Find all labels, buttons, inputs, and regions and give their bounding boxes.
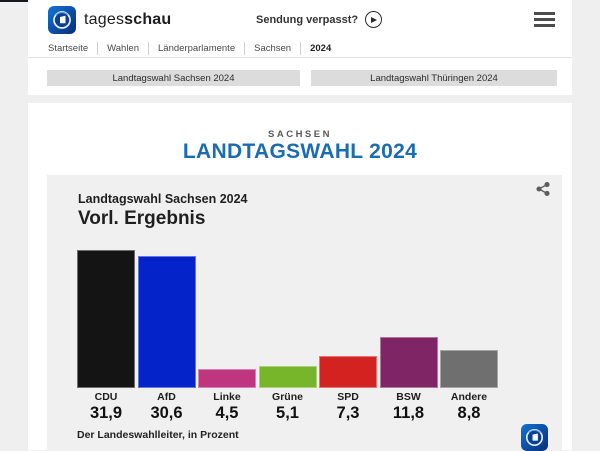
breadcrumb-startseite[interactable]: Startseite (48, 43, 89, 54)
bar-label-linke: Linke (213, 391, 241, 403)
bar-value-afd: 30,6 (150, 404, 183, 422)
bar-linke (198, 368, 256, 388)
bar-column-cdu: CDU 31,9 (77, 250, 135, 423)
bars-row: CDU 31,9 AfD 30,6 Linke 4,5 Grüne 5,1 SPD 7,3 BSW 1… (77, 250, 498, 423)
breadcrumb-2024[interactable]: 2024 (310, 43, 332, 54)
breadcrumb-laenderparlamente[interactable]: Länderparlamente (158, 43, 236, 54)
election-tabs-row: Landtagswahl Sachsen 2024 Landtagswahl T… (28, 58, 572, 95)
menu-hamburger-icon[interactable] (534, 12, 555, 27)
tagesschau-wordmark: tagesschau (84, 11, 172, 28)
chart-source: Der Landeswahlleiter, in Prozent (77, 429, 239, 441)
bar-cdu (77, 250, 135, 388)
breadcrumb-sachsen[interactable]: Sachsen (254, 43, 292, 54)
top-edge-strip (0, 0, 30, 2)
bar-andere (440, 349, 498, 388)
bar-column-linke: Linke 4,5 (198, 250, 256, 423)
bar-label-andere: Andere (450, 391, 488, 403)
bar-afd (137, 255, 196, 388)
bar-column-bsw: BSW 11,8 (379, 250, 438, 423)
share-icon[interactable] (536, 182, 550, 196)
site-header: tagesschau Sendung verpasst? Startseite … (28, 0, 572, 95)
bar-value-linke: 4,5 (215, 404, 239, 422)
bar-value-bsw: 11,8 (392, 404, 425, 422)
breadcrumb-divider (148, 42, 149, 55)
play-icon[interactable] (365, 11, 383, 28)
breadcrumb-divider (300, 42, 302, 55)
bar-value-andere: 8,8 (457, 404, 481, 422)
result-chart-card: Landtagswahl Sachsen 2024 Vorl. Ergebnis… (47, 175, 562, 451)
bar-label-spd: SPD (337, 391, 359, 403)
tab-landtagswahl-thueringen[interactable]: Landtagswahl Thüringen 2024 (311, 70, 557, 86)
chart-subtitle: Landtagswahl Sachsen 2024 (78, 192, 248, 206)
bar-spd (319, 356, 377, 388)
bar-value-cdu: 31,9 (89, 404, 123, 422)
tagesschau-watermark-icon (521, 424, 548, 451)
bar-bsw (379, 337, 438, 388)
bar-label-grüne: Grüne (272, 391, 303, 403)
bar-column-grüne: Grüne 5,1 (258, 250, 317, 423)
page-title: LANDTAGSWAHL 2024 (182, 140, 418, 163)
bar-column-spd: SPD 7,3 (319, 250, 377, 423)
breadcrumb-wahlen[interactable]: Wahlen (107, 43, 139, 54)
bar-label-bsw: BSW (396, 391, 421, 403)
chart-title: Vorl. Ergebnis (78, 208, 206, 229)
bar-label-afd: AfD (157, 391, 176, 403)
bar-value-grüne: 5,1 (276, 404, 299, 422)
bar-value-spd: 7,3 (336, 404, 360, 422)
bar-label-cdu: CDU (94, 391, 118, 403)
main-content: SACHSEN LANDTAGSWAHL 2024 Landtagswahl S… (28, 103, 572, 451)
tab-landtagswahl-sachsen[interactable]: Landtagswahl Sachsen 2024 (47, 70, 300, 86)
breadcrumb: Startseite Wahlen Länderparlamente Sachs… (48, 41, 340, 56)
breadcrumb-divider (97, 42, 99, 55)
breadcrumb-divider (244, 42, 246, 55)
header-top-row: tagesschau Sendung verpasst? Startseite … (28, 0, 572, 58)
sendung-verpasst-link[interactable]: Sendung verpasst? (256, 11, 383, 28)
region-kicker: SACHSEN (268, 129, 332, 140)
tagesschau-globe-icon (48, 6, 76, 34)
tagesschau-logo-link[interactable]: tagesschau (48, 6, 171, 34)
sendung-verpasst-label: Sendung verpasst? (256, 13, 359, 26)
bar-column-afd: AfD 30,6 (137, 250, 196, 423)
bar-column-andere: Andere 8,8 (440, 250, 498, 423)
bar-grüne (258, 365, 317, 388)
